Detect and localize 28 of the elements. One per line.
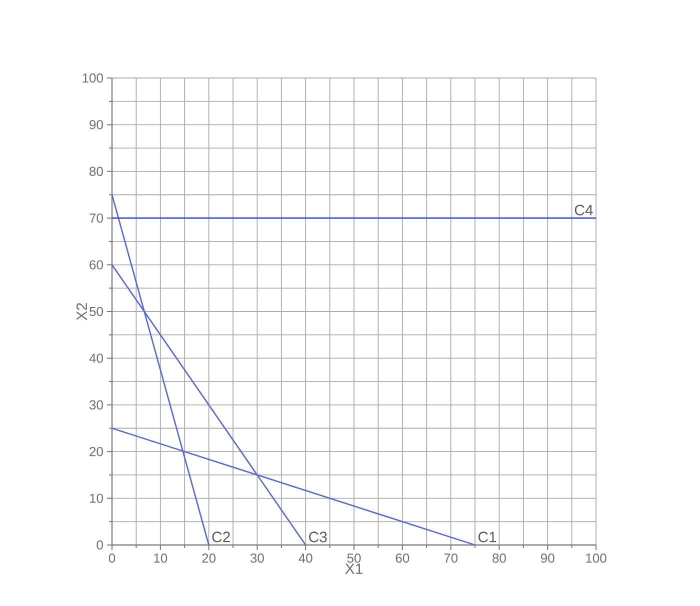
x-tick-label: 0 [108,554,116,563]
x-tick-label: 10 [154,554,168,563]
x-tick-label: 40 [298,554,312,563]
series-label: C2 [212,532,230,542]
y-tick-label: 0 [96,540,103,550]
y-tick-label: 40 [89,354,103,363]
y-tick-label: 50 [90,306,103,316]
y-axis-title: X2 [76,303,87,320]
x-tick-label: 70 [444,554,458,563]
x-tick-label: 100 [586,554,606,563]
y-tick-label: 90 [90,120,103,130]
x-axis-title: X1 [345,564,362,574]
x-tick-label: 30 [250,554,264,563]
y-tick-label: 10 [90,494,103,503]
x-tick-label: 20 [202,554,216,563]
x-tick-label: 90 [540,554,554,563]
y-tick-label: 100 [82,73,103,83]
series-label: C3 [309,532,327,542]
series-label: C4 [574,204,593,216]
y-tick-label: 80 [90,166,103,176]
y-tick-label: 20 [90,446,103,456]
series-label: C1 [478,532,496,542]
x-tick-label: 50 [347,554,361,563]
x-tick-label: 60 [396,554,410,563]
y-tick-label: 30 [90,400,103,410]
y-tick-label: 60 [90,260,103,270]
y-tick-label: 70 [90,213,103,223]
x-tick-label: 80 [492,554,506,563]
